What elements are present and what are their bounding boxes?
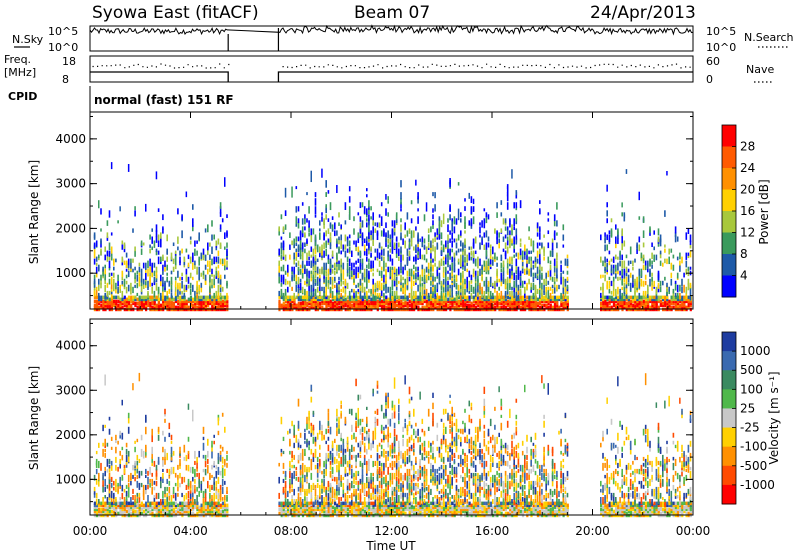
freq-frame <box>89 55 694 83</box>
freq-panel: Freq. [MHz] 18 8 60 0 Nave <box>4 53 774 86</box>
colorbar-swatch <box>722 427 736 448</box>
nave-dots <box>92 63 691 69</box>
power-axis-ticks: 4000 3000 2000 1000 <box>55 115 693 297</box>
power-panel: 4000 3000 2000 1000 Slant Range [km] 28 24 20… <box>27 111 771 312</box>
velocity-ylabel: Slant Range [km] <box>27 366 41 470</box>
colorbar-frame <box>721 331 737 505</box>
colorbar-swatch <box>722 389 736 409</box>
freq-trace <box>90 63 693 82</box>
nsearch-tick-bottom: 10^0 <box>706 41 736 54</box>
cpid-text: normal (fast) 151 RF <box>94 93 234 107</box>
colorbar-tick-label: 100 <box>740 382 763 396</box>
date-title: 24/Apr/2013 <box>590 3 696 23</box>
ytick-label: 3000 <box>55 177 86 191</box>
colorbar-swatch <box>722 125 736 147</box>
power-colorbar: 28 24 20 16 12 8 4 <box>721 124 755 298</box>
velocity-panel: 4000 3000 2000 1000 Slant Range [km] 1000 50… <box>27 318 781 518</box>
colorbar-tick-label: 24 <box>740 161 755 175</box>
velocity-axis-ticks: 4000 3000 2000 1000 <box>55 322 693 503</box>
freq-tick-top: 18 <box>62 55 76 68</box>
nave-tick-bottom: 0 <box>706 73 713 86</box>
colorbar-swatch <box>722 408 736 429</box>
ytick-label: 3000 <box>55 383 86 397</box>
nsky-panel: N.Sky 10^5 10^0 10^5 10^0 N.Search <box>12 24 794 54</box>
xtick-label: 04:00 <box>173 524 208 538</box>
nsearch-label: N.Search <box>744 31 794 44</box>
colorbar-swatch <box>722 484 736 505</box>
colorbar-swatch <box>722 332 736 352</box>
xtick-label: 16:00 <box>475 524 510 538</box>
colorbar-swatch <box>722 189 736 212</box>
nsky-gap-edges <box>227 28 280 51</box>
colorbar-swatch <box>722 211 736 233</box>
nsky-tick-bottom: 10^0 <box>48 41 78 54</box>
xtick-label: 20:00 <box>575 524 610 538</box>
station-title: Syowa East (fitACF) <box>92 3 259 23</box>
ytick-label: 2000 <box>55 428 86 442</box>
nsky-label: N.Sky <box>12 33 44 46</box>
ytick-label: 2000 <box>55 221 86 235</box>
nsky-tick-top: 10^5 <box>48 25 78 38</box>
colorbar-tick-label: 8 <box>740 247 748 261</box>
colorbar-tick-label: 28 <box>740 140 755 154</box>
nave-tick-top: 60 <box>706 55 720 68</box>
nsky-trace <box>89 24 694 51</box>
ytick-label: 4000 <box>55 339 86 353</box>
colorbar-tick-label: 4 <box>740 269 748 283</box>
colorbar-tick-label: -1000 <box>740 478 775 492</box>
power-ylabel: Slant Range [km] <box>27 160 41 264</box>
colorbar-tick-label: 25 <box>740 401 755 415</box>
velocity-data <box>93 372 692 518</box>
colorbar-tick-label: 20 <box>740 183 755 197</box>
beam-title: Beam 07 <box>354 3 430 23</box>
freq-label-line2: [MHz] <box>4 66 36 79</box>
xtick-label: 12:00 <box>374 524 409 538</box>
ytick-label: 1000 <box>55 266 86 280</box>
colorbar-tick-label: -500 <box>740 459 767 473</box>
colorbar-swatch <box>722 351 736 371</box>
colorbar-swatch <box>722 254 736 276</box>
freq-tick-bottom: 8 <box>62 73 69 86</box>
nsky-line <box>89 24 694 36</box>
velocity-colorbar-label: Velocity [m s⁻¹] <box>767 371 781 464</box>
colorbar-tick-label: -100 <box>740 440 767 454</box>
cpid-label: CPID <box>8 90 37 103</box>
velocity-colorbar: 1000 500 100 25 -25 -100 -500 -1000 <box>721 331 775 505</box>
power-colorbar-label: Power [dB] <box>757 179 771 244</box>
freq-line <box>90 71 693 82</box>
freq-label-line1: Freq. <box>4 53 31 66</box>
xtick-label: 00:00 <box>73 524 108 538</box>
nave-label: Nave <box>746 63 774 76</box>
colorbar-swatch <box>722 146 736 169</box>
xtick-label: 00:00 <box>676 524 711 538</box>
colorbar-tick-label: 500 <box>740 363 763 377</box>
time-axis-label: Time UT <box>365 539 416 553</box>
ytick-label: 4000 <box>55 132 86 146</box>
colorbar-tick-label: -25 <box>740 421 760 435</box>
power-data <box>93 162 692 312</box>
nsearch-tick-top: 10^5 <box>706 25 736 38</box>
colorbar-swatch <box>722 465 736 486</box>
ytick-label: 1000 <box>55 472 86 486</box>
time-axis-ticks: 00:00 04:00 08:00 12:00 16:00 20:00 00:00 <box>73 112 711 538</box>
colorbar-tick-label: 16 <box>740 204 755 218</box>
colorbar-tick-label: 1000 <box>740 344 771 358</box>
nsky-frame <box>89 25 694 52</box>
colorbar-swatch <box>722 232 736 255</box>
xtick-label: 08:00 <box>274 524 309 538</box>
colorbar-swatch <box>722 275 736 298</box>
colorbar-tick-label: 12 <box>740 226 755 240</box>
colorbar-swatch <box>722 370 736 390</box>
colorbar-swatch <box>722 446 736 467</box>
colorbar-swatch <box>722 168 736 190</box>
